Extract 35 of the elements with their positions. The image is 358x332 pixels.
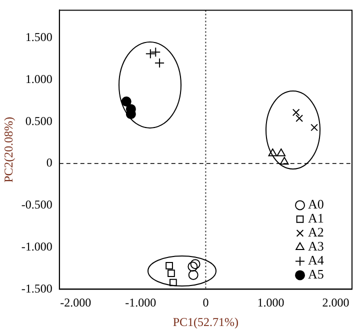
point bbox=[170, 278, 177, 286]
y-tick-label: -1.000 bbox=[21, 239, 52, 254]
point bbox=[280, 156, 289, 165]
x-tick-label: -1.000 bbox=[125, 296, 156, 310]
point bbox=[168, 270, 175, 277]
legend-label: A3 bbox=[308, 238, 324, 254]
point bbox=[310, 124, 318, 132]
y-tick-label: 1.500 bbox=[25, 30, 52, 44]
y-tick-label: -1.500 bbox=[21, 281, 52, 296]
y-axis-title: PC2(20.08%) bbox=[1, 116, 16, 183]
point bbox=[188, 262, 198, 272]
point bbox=[296, 114, 304, 122]
point bbox=[121, 96, 132, 107]
point bbox=[276, 148, 286, 156]
x-axis-title: PC1(52.71%) bbox=[172, 314, 239, 329]
x-tick-label: 2.000 bbox=[322, 296, 350, 310]
y-tick-label: -0.500 bbox=[21, 198, 52, 212]
legend-label: A0 bbox=[308, 196, 324, 212]
legend-label: A5 bbox=[308, 266, 324, 282]
point bbox=[166, 262, 173, 270]
point bbox=[292, 108, 300, 116]
y-tick-label: 0 bbox=[46, 156, 52, 170]
y-tick-label: 0.500 bbox=[25, 114, 52, 128]
point bbox=[268, 148, 278, 156]
x-tick-label: 0 bbox=[202, 296, 209, 310]
legend-label: A1 bbox=[308, 210, 324, 226]
point bbox=[150, 47, 161, 58]
x-tick-label: -2.000 bbox=[60, 296, 92, 310]
legend-label: A4 bbox=[308, 252, 324, 268]
legend-label: A2 bbox=[308, 224, 324, 240]
x-tick-label: 1.000 bbox=[257, 296, 284, 310]
point bbox=[188, 270, 198, 280]
point bbox=[190, 259, 200, 270]
point bbox=[145, 48, 156, 59]
y-tick-label: 1.000 bbox=[25, 72, 52, 86]
